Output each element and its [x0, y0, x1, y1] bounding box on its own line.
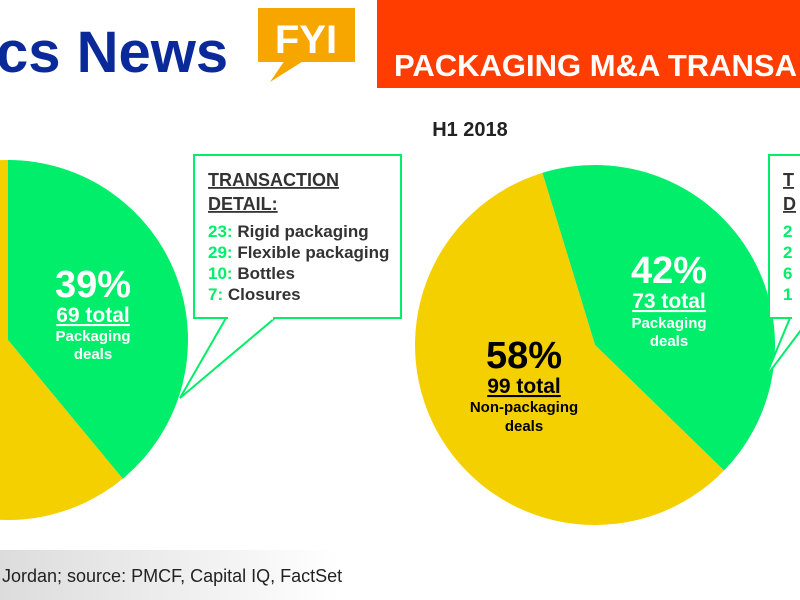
slice-total-label: 69 total	[56, 304, 130, 327]
callout-pointer	[179, 317, 278, 399]
callout-item: 2	[783, 243, 792, 262]
callout-item: 10: Bottles	[208, 264, 295, 283]
callout-heading: TRANSACTION	[208, 170, 339, 190]
pie-slice-packaging	[542, 165, 775, 471]
source-credit: Jordan; source: PMCF, Capital IQ, FactSe…	[2, 566, 342, 586]
chart-title: H1 2018	[432, 119, 508, 141]
fyi-badge	[258, 8, 355, 62]
slice-total-label: 99 total	[487, 375, 561, 398]
slice-percent-label: 58%	[486, 335, 562, 377]
callout-heading: T	[783, 170, 794, 190]
slice-desc-line1: Packaging	[55, 328, 130, 345]
callout-item: 2	[783, 222, 792, 241]
slice-desc-line2: deals	[74, 346, 112, 363]
pie-slice-non-packaging	[0, 160, 123, 520]
pie-chart-left	[0, 160, 188, 520]
callout-item: 29: Flexible packaging	[208, 243, 389, 262]
pie-slice-non-packaging	[414, 172, 725, 526]
fyi-badge-text: FYI	[275, 18, 337, 62]
banner-title: PACKAGING M&A TRANSA	[394, 48, 797, 83]
footer-band	[0, 550, 340, 600]
slice-desc-line1: Packaging	[631, 315, 706, 332]
slice-desc-line2: deals	[650, 333, 688, 350]
pie-slice-packaging	[8, 160, 188, 479]
slice-desc-line2: deals	[505, 418, 543, 435]
logo-text: cs News	[0, 20, 228, 85]
callout-item: 23: Rigid packaging	[208, 222, 369, 241]
callout-item: 7: Closures	[208, 285, 301, 304]
slice-desc-line1: Non-packaging	[470, 399, 578, 416]
callout-item: 6	[783, 264, 792, 283]
title-banner	[377, 0, 800, 88]
callout-heading: D	[783, 194, 796, 214]
callout-item: 1	[783, 285, 792, 304]
slice-percent-label: 39%	[55, 264, 131, 306]
slice-percent-label: 42%	[631, 250, 707, 292]
pie-chart-right	[414, 165, 775, 526]
slice-total-label: 73 total	[632, 290, 706, 313]
callout-pointer	[764, 317, 800, 379]
callout-heading: DETAIL:	[208, 194, 278, 214]
callout-box	[193, 154, 402, 319]
fyi-badge-tail	[270, 60, 305, 82]
